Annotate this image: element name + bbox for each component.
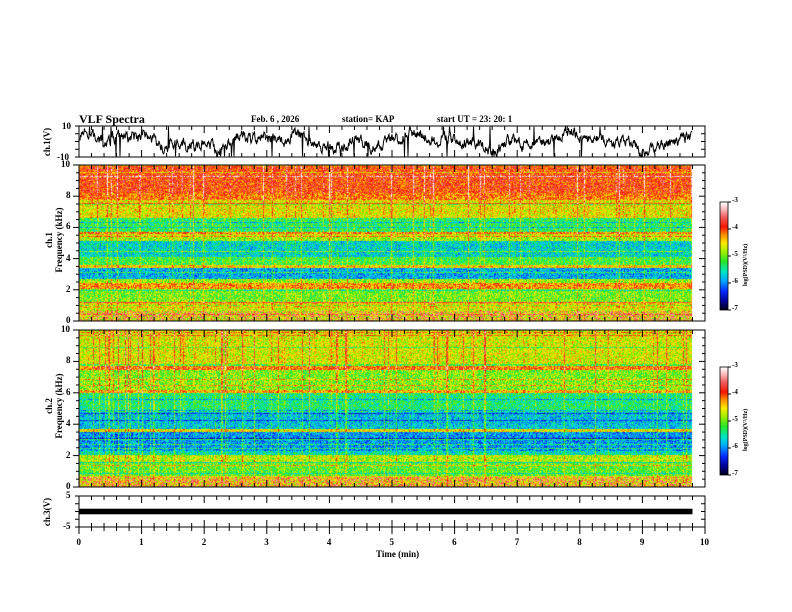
start-time-label: start UT = 23: 20: 1 [437, 114, 513, 124]
colorbar-tick-label: -6 [732, 277, 738, 285]
x-tick-label: 2 [201, 537, 207, 547]
colorbar-tick-label: -3 [732, 196, 738, 204]
x-tick-label: 0 [76, 537, 82, 547]
x-tick-label: 1 [139, 537, 144, 547]
ch1-wave-ylabel: ch.1(V) [42, 127, 52, 157]
spec2-ytick: 2 [66, 449, 71, 460]
colorbar-tick-label: -7 [732, 469, 738, 477]
ch1-wave-ytick-top: 10 [62, 121, 71, 131]
ch2-colorbar-label: log(PSD)(V²/Hz) [743, 408, 749, 451]
chart-title: VLF Spectra [79, 112, 145, 126]
ch3-waveform-trace [79, 508, 693, 515]
spec2-ytick: 4 [66, 418, 71, 429]
spec1-ytick: 6 [66, 221, 71, 232]
ch2-spec-ylabel: ch.2 Frequency (kHz) [44, 356, 64, 456]
ch3-ytick-top: 5 [66, 490, 71, 500]
spec2-ytick: 6 [66, 386, 71, 397]
date-label: Feb. 6 , 2026 [251, 114, 300, 124]
x-tick-label: 4 [326, 537, 332, 547]
colorbar-tick-label: -5 [732, 415, 738, 423]
spec2-ytick: 0 [66, 481, 71, 491]
ch2-spectrogram-image [79, 330, 694, 487]
colorbar-frame [719, 201, 729, 311]
colorbar-tick-label: -7 [732, 304, 738, 312]
ch1-waveform-trace [79, 125, 693, 158]
ch3-ytick-bottom: -5 [63, 521, 71, 531]
x-axis-label: Time (min) [376, 549, 420, 559]
x-tick-label: 5 [389, 537, 395, 547]
colorbar-tick-label: -4 [732, 388, 738, 396]
ch1-wave-ytick-bottom: -10 [57, 152, 69, 162]
spec2-ytick: 8 [66, 355, 71, 366]
ch2-colorbar [720, 367, 728, 475]
ch1-spec-ylabel: ch.1 Frequency (kHz) [44, 190, 64, 290]
panel-frame-s2 [78, 329, 706, 488]
ch1-spectrogram-image [79, 165, 694, 321]
ch2-spec-ylabel-channel: ch.2 [44, 398, 54, 414]
x-tick-label: 6 [452, 537, 457, 547]
ch3-ylabel: ch.3(V) [42, 497, 52, 527]
spec1-ytick: 8 [66, 190, 71, 201]
colorbar-tick-label: -3 [732, 361, 738, 369]
colorbar-tick-label: -5 [732, 250, 738, 258]
ch2-spec-ylabel-freq: Frequency (kHz) [54, 373, 64, 439]
spec1-ytick: 10 [61, 159, 70, 169]
ch1-colorbar-label: log(PSD)(V²/Hz) [743, 243, 749, 286]
ch1-spec-ylabel-channel: ch.1 [44, 232, 54, 248]
spec1-ytick: 0 [66, 315, 71, 325]
ch1-colorbar [720, 202, 728, 310]
spec1-ytick: 2 [66, 283, 71, 294]
x-tick-label: 7 [514, 537, 520, 547]
x-tick-label: 8 [577, 537, 582, 547]
spec2-ytick: 10 [61, 324, 70, 334]
x-tick-label: 3 [264, 537, 269, 547]
ch1-spec-ylabel-freq: Frequency (kHz) [54, 207, 64, 273]
x-tick-label: 9 [639, 537, 645, 547]
spec1-ytick: 4 [66, 252, 71, 263]
station-label: station= KAP [342, 114, 395, 124]
x-tick-label: 10 [700, 537, 709, 547]
colorbar-tick-label: -6 [732, 442, 738, 450]
colorbar-tick-label: -4 [732, 223, 738, 231]
panel-frame-s1 [78, 164, 706, 322]
colorbar-frame [719, 366, 729, 476]
